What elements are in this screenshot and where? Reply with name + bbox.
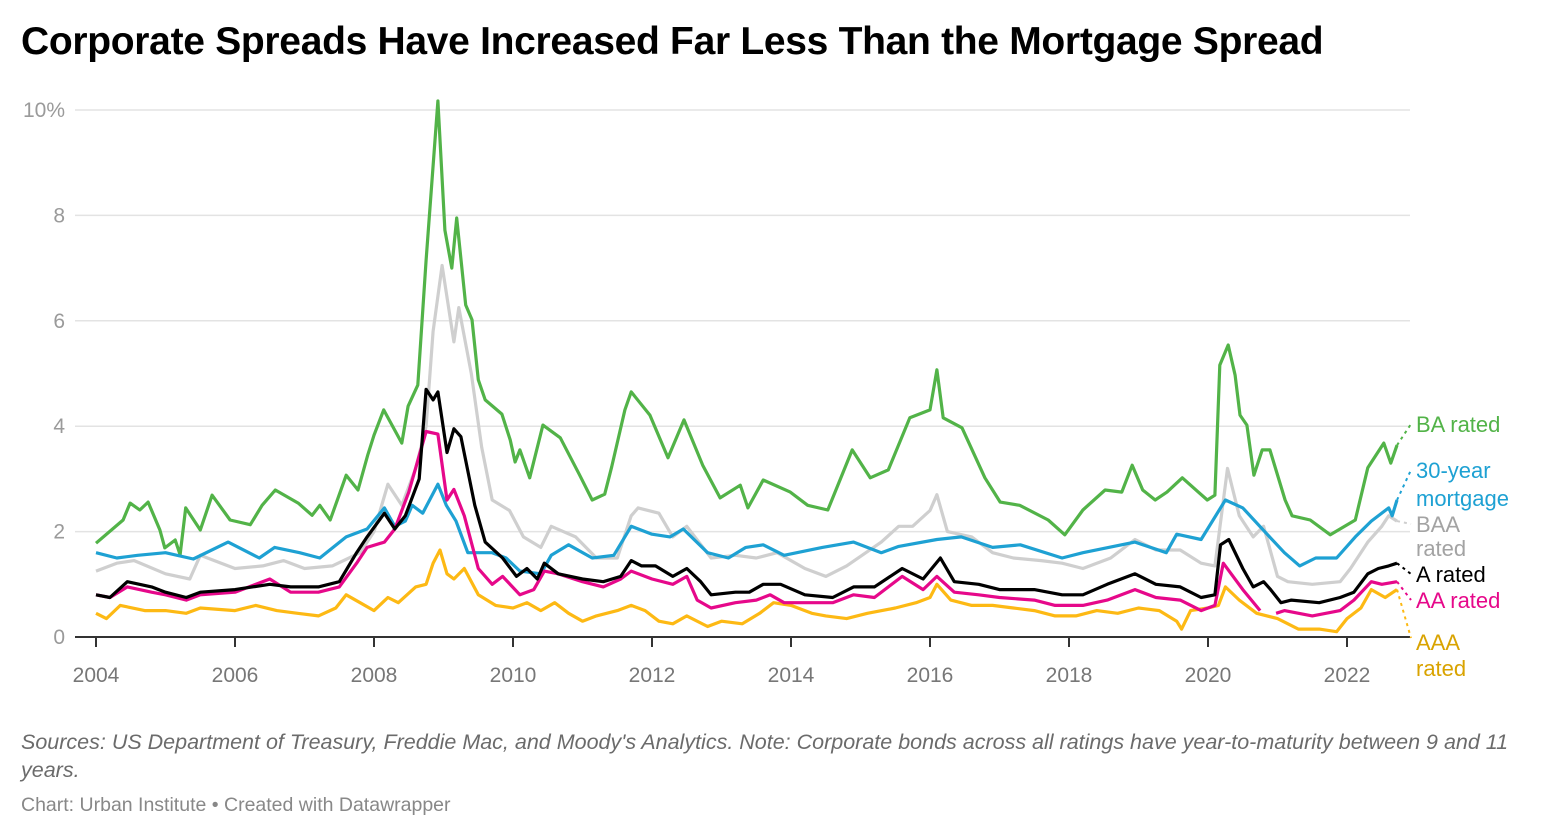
chart-title: Corporate Spreads Have Increased Far Les… bbox=[21, 20, 1324, 63]
series-label-a-rated: A rated bbox=[1416, 562, 1486, 587]
series-label-30-year-mortgage: 30-year bbox=[1416, 458, 1491, 483]
series-line-a-rated bbox=[95, 387, 1398, 605]
series-line-ba-rated bbox=[94, 99, 1399, 557]
y-tick-label: 4 bbox=[53, 415, 65, 438]
series-line-aa-rated bbox=[95, 429, 1398, 618]
chart-credit: Chart: Urban Institute • Created with Da… bbox=[21, 794, 451, 816]
x-tick-label: 2020 bbox=[1185, 664, 1232, 687]
x-tick-label: 2006 bbox=[212, 664, 259, 687]
y-tick-label: 6 bbox=[53, 310, 65, 333]
leader-line-aaa-rated bbox=[1396, 589, 1412, 639]
x-tick-label: 2018 bbox=[1046, 664, 1093, 687]
series-label-ba-rated: BA rated bbox=[1416, 412, 1500, 437]
leader-line-a-rated bbox=[1396, 562, 1412, 575]
x-tick-label: 2012 bbox=[629, 664, 676, 687]
x-tick-label: 2022 bbox=[1324, 664, 1371, 687]
leader-line-baa-rated bbox=[1396, 520, 1412, 525]
series-label-aa-rated: AA rated bbox=[1416, 588, 1500, 613]
x-tick-label: 2008 bbox=[351, 664, 398, 687]
source-notes: Sources: US Department of Treasury, Fred… bbox=[21, 730, 1509, 782]
x-tick-label: 2016 bbox=[907, 664, 954, 687]
x-tick-label: 2010 bbox=[490, 664, 537, 687]
series-line-30-year-mortgage bbox=[95, 482, 1399, 576]
y-tick-label: 0 bbox=[53, 626, 65, 649]
leader-line-30-year-mortgage bbox=[1396, 469, 1412, 501]
y-tick-label: 8 bbox=[53, 204, 65, 227]
y-tick-label: 2 bbox=[53, 521, 65, 544]
x-tick-label: 2014 bbox=[768, 664, 815, 687]
y-tick-label: 10% bbox=[23, 99, 65, 122]
series-label-aaa-rated: rated bbox=[1416, 656, 1466, 681]
series-label-baa-rated: rated bbox=[1416, 536, 1466, 561]
series-label-aaa-rated: AAA bbox=[1416, 630, 1460, 655]
leader-line-ba-rated bbox=[1396, 423, 1412, 446]
series-label-30-year-mortgage: mortgage bbox=[1416, 486, 1509, 511]
series-label-baa-rated: BAA bbox=[1416, 512, 1460, 537]
line-chart: 0 2 4 6 8 10% 2004 2006 2008 2010 2012 2014 2016 2018… bbox=[23, 99, 1509, 687]
x-tick-label: 2004 bbox=[73, 664, 120, 687]
